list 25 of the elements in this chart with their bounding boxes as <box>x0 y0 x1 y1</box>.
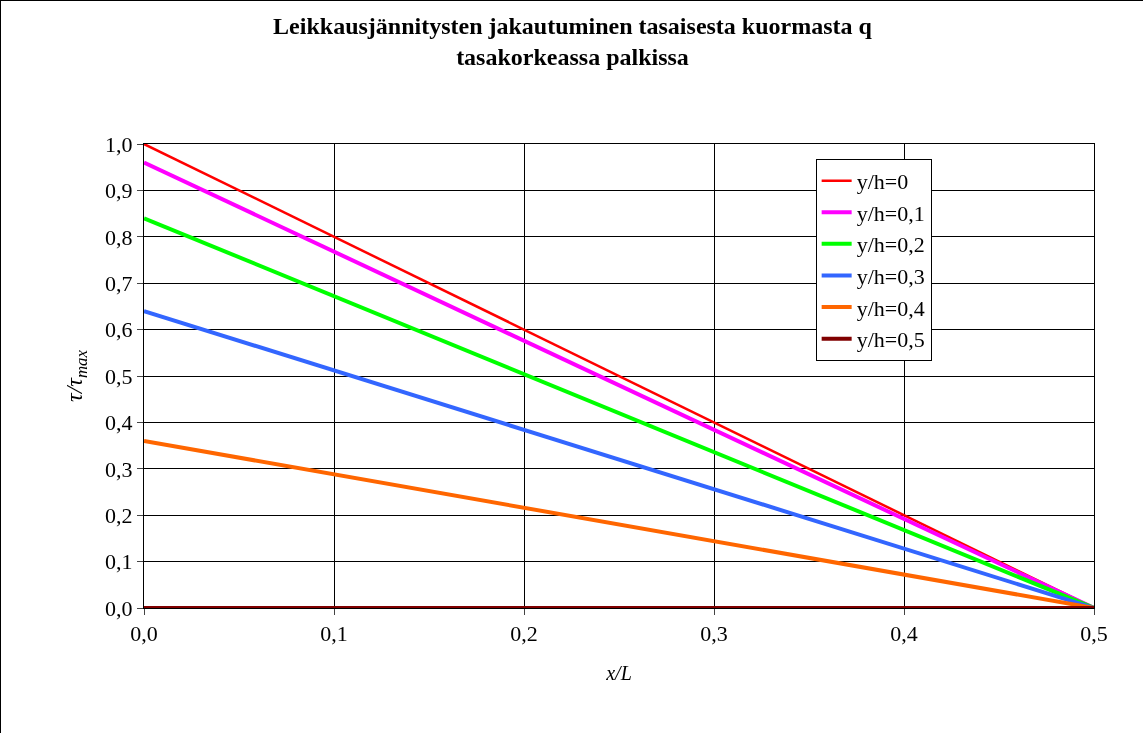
x-tick-label: 0,0 <box>130 621 158 647</box>
y-tick-label: 0,6 <box>105 317 133 343</box>
chart-title: Leikkausjännitysten jakautuminen tasaisesta kuormasta q tasakorkeassa palkissa <box>273 12 873 71</box>
y-tick-label: 0,3 <box>105 456 133 482</box>
y-tick-label: 0,8 <box>105 224 133 250</box>
x-tick-label: 0,3 <box>700 621 728 647</box>
x-tick-label: 0,5 <box>1080 621 1108 647</box>
x-axis-title: x/L <box>605 661 632 684</box>
x-tick-label: 0,2 <box>510 621 538 647</box>
legend-label: y/h=0 <box>856 169 909 195</box>
y-tick-label: 0,4 <box>105 410 133 436</box>
x-tick-label: 0,1 <box>320 621 348 647</box>
legend-label: y/h=0,3 <box>856 264 925 290</box>
legend-label: y/h=0,5 <box>856 327 925 353</box>
legend-label: y/h=0,1 <box>856 200 925 226</box>
y-tick-label: 0,1 <box>105 549 133 575</box>
y-tick-label: 0,2 <box>105 502 133 528</box>
y-tick-label: 1,0 <box>105 131 133 157</box>
legend-label: y/h=0,2 <box>856 232 925 258</box>
y-tick-label: 0,9 <box>105 178 133 204</box>
x-tick-label: 0,4 <box>890 621 918 647</box>
y-tick-label: 0,7 <box>105 270 133 296</box>
y-tick-label: 0,0 <box>105 595 133 621</box>
legend-label: y/h=0,4 <box>856 295 925 321</box>
y-tick-label: 0,5 <box>105 363 133 389</box>
